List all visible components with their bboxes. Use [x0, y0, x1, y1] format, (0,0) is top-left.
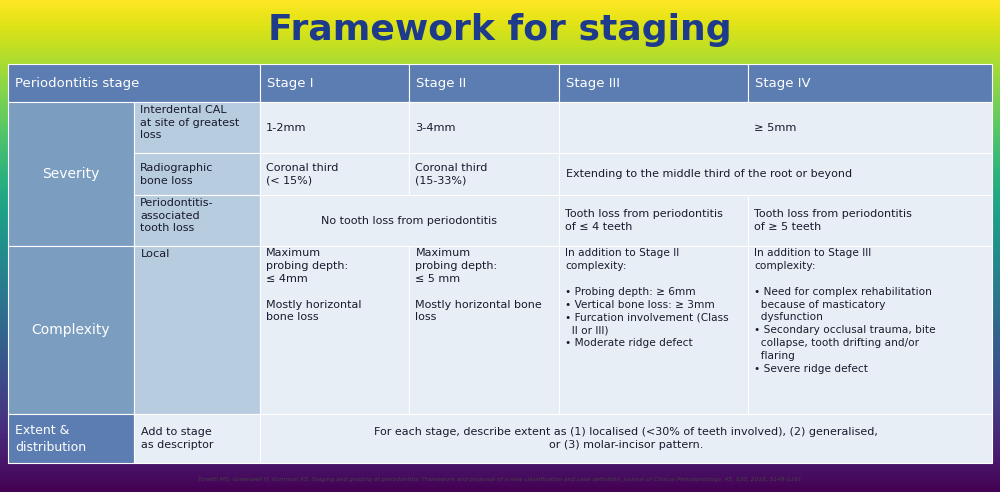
- Bar: [260, 195, 559, 246]
- Text: Coronal third
(< 15%): Coronal third (< 15%): [266, 163, 338, 185]
- Text: Tonetti MS, Greenwell H, Kornman KS. Staging and grading of periodontitis: Frame: Tonetti MS, Greenwell H, Kornman KS. Sta…: [198, 477, 802, 482]
- Text: Stage I: Stage I: [267, 77, 313, 90]
- Text: Tooth loss from periodontitis
of ≤ 4 teeth: Tooth loss from periodontitis of ≤ 4 tee…: [565, 210, 723, 232]
- Text: Local: Local: [141, 249, 170, 259]
- Text: Stage IV: Stage IV: [755, 77, 811, 90]
- Bar: [409, 153, 559, 195]
- Text: Stage III: Stage III: [566, 77, 620, 90]
- Text: Severity: Severity: [42, 167, 100, 181]
- Bar: [559, 64, 748, 102]
- Bar: [134, 195, 260, 246]
- Text: For each stage, describe extent as (1) localised (<30% of teeth involved), (2) g: For each stage, describe extent as (1) l…: [374, 427, 878, 450]
- Text: Tooth loss from periodontitis
of ≥ 5 teeth: Tooth loss from periodontitis of ≥ 5 tee…: [754, 210, 912, 232]
- Bar: [8, 246, 134, 414]
- Bar: [260, 64, 409, 102]
- Bar: [8, 64, 260, 102]
- Bar: [748, 64, 992, 102]
- Text: Extending to the middle third of the root or beyond: Extending to the middle third of the roo…: [566, 169, 852, 179]
- Bar: [134, 246, 260, 414]
- Bar: [748, 195, 992, 246]
- Bar: [409, 102, 559, 153]
- Text: Interdental CAL
at site of greatest
loss: Interdental CAL at site of greatest loss: [140, 105, 239, 140]
- Text: Coronal third
(15-33%): Coronal third (15-33%): [415, 163, 488, 185]
- Text: ≥ 5mm: ≥ 5mm: [754, 123, 797, 133]
- Text: Framework for staging: Framework for staging: [268, 12, 732, 47]
- Bar: [260, 102, 409, 153]
- Bar: [409, 64, 559, 102]
- Bar: [559, 153, 992, 195]
- Text: In addition to Stage III
complexity:

• Need for complex rehabilitation
  becaus: In addition to Stage III complexity: • N…: [754, 248, 936, 373]
- Bar: [260, 153, 409, 195]
- Bar: [8, 414, 134, 463]
- Text: Add to stage
as descriptor: Add to stage as descriptor: [141, 428, 213, 450]
- Bar: [559, 102, 992, 153]
- Bar: [559, 195, 748, 246]
- Text: Periodontitis-
associated
tooth loss: Periodontitis- associated tooth loss: [140, 198, 213, 233]
- Bar: [134, 102, 260, 153]
- Bar: [409, 246, 559, 414]
- Text: Radiographic
bone loss: Radiographic bone loss: [140, 163, 213, 185]
- Bar: [748, 246, 992, 414]
- Text: 1-2mm: 1-2mm: [266, 123, 306, 133]
- Text: Maximum
probing depth:
≤ 5 mm

Mostly horizontal bone
loss: Maximum probing depth: ≤ 5 mm Mostly hor…: [415, 248, 542, 322]
- Bar: [260, 246, 409, 414]
- Text: 3-4mm: 3-4mm: [415, 123, 456, 133]
- Bar: [134, 414, 260, 463]
- Text: Extent &
distribution: Extent & distribution: [15, 424, 86, 454]
- Bar: [559, 246, 748, 414]
- Bar: [134, 153, 260, 195]
- Bar: [260, 414, 992, 463]
- Text: Maximum
probing depth:
≤ 4mm

Mostly horizontal
bone loss: Maximum probing depth: ≤ 4mm Mostly hori…: [266, 248, 361, 322]
- Text: Stage II: Stage II: [416, 77, 467, 90]
- Text: Periodontitis stage: Periodontitis stage: [15, 77, 139, 90]
- Text: In addition to Stage II
complexity:

• Probing depth: ≥ 6mm
• Vertical bone loss: In addition to Stage II complexity: • Pr…: [565, 248, 729, 348]
- Text: Complexity: Complexity: [32, 323, 110, 337]
- Text: No tooth loss from periodontitis: No tooth loss from periodontitis: [321, 216, 497, 226]
- Bar: [8, 102, 134, 246]
